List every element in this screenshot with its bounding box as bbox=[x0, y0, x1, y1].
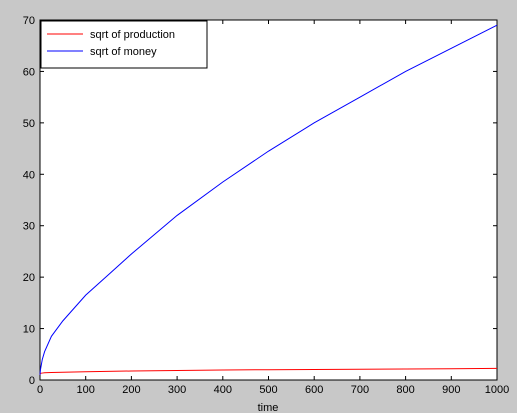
legend-box bbox=[40, 20, 208, 69]
x-tick-label: 500 bbox=[259, 384, 277, 396]
legend-label-2: sqrt of money bbox=[90, 46, 157, 58]
x-tick-label: 300 bbox=[168, 384, 186, 396]
y-tick-label: 70 bbox=[23, 15, 35, 27]
x-tick-label: 1000 bbox=[485, 384, 509, 396]
x-tick-label: 100 bbox=[77, 384, 95, 396]
y-tick-label: 40 bbox=[23, 169, 35, 181]
x-tick-label: 400 bbox=[214, 384, 232, 396]
x-axis: 0 100 200 300 400 500 600 700 800 900 1000 bbox=[37, 20, 509, 396]
y-tick-label: 20 bbox=[23, 272, 35, 284]
y-tick-label: 30 bbox=[23, 221, 35, 233]
y-tick-label: 10 bbox=[23, 324, 35, 336]
x-tick-label: 700 bbox=[351, 384, 369, 396]
y-tick-label: 0 bbox=[29, 375, 35, 387]
x-tick-label: 900 bbox=[442, 384, 460, 396]
y-tick-label: 60 bbox=[23, 66, 35, 78]
series-line-1 bbox=[39, 367, 498, 376]
series-line-2 bbox=[39, 24, 498, 375]
x-tick-label: 200 bbox=[122, 384, 140, 396]
x-axis-label: time bbox=[258, 402, 279, 413]
series-lines bbox=[39, 24, 498, 376]
x-tick-label: 800 bbox=[396, 384, 414, 396]
y-tick-label: 50 bbox=[23, 118, 35, 130]
legend: sqrt of production sqrt of money bbox=[40, 20, 208, 69]
plot-area bbox=[39, 19, 498, 381]
x-tick-label: 0 bbox=[37, 384, 43, 396]
x-tick-label: 600 bbox=[305, 384, 323, 396]
legend-label-1: sqrt of production bbox=[90, 29, 175, 41]
y-axis: 0 10 20 30 40 50 60 70 bbox=[23, 15, 497, 387]
